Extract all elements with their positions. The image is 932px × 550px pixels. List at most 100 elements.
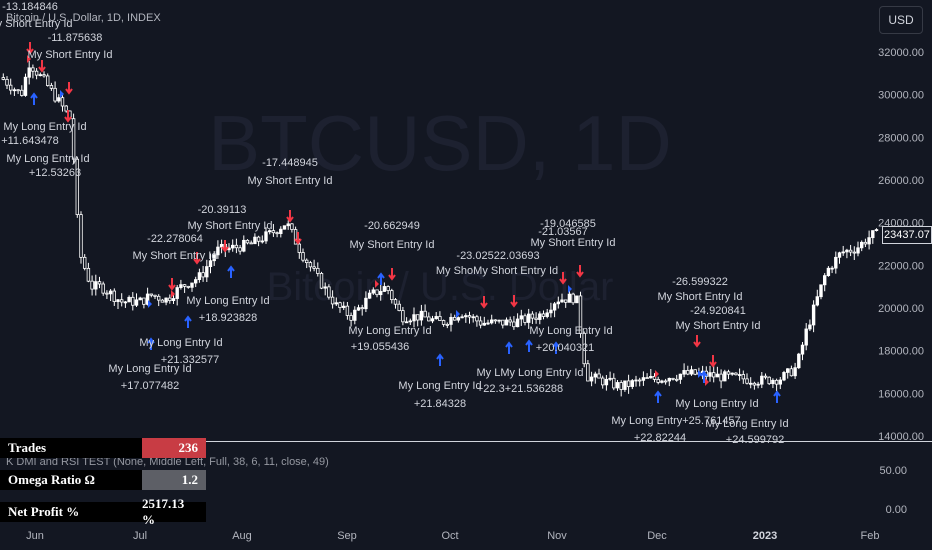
entry-flag-icon bbox=[568, 285, 572, 293]
candle-body bbox=[316, 267, 320, 274]
candle-body bbox=[638, 379, 642, 382]
trade-label: +20.040321 bbox=[536, 342, 594, 354]
trade-label: +17.077482 bbox=[121, 380, 179, 392]
candle-body bbox=[856, 247, 860, 254]
trade-label: -21.03567 bbox=[538, 226, 588, 238]
candle-body bbox=[449, 316, 453, 325]
trade-label: My Long Entry Id bbox=[529, 325, 612, 337]
trade-label: +18.923828 bbox=[199, 312, 257, 324]
candle-body bbox=[94, 281, 98, 290]
candle-body bbox=[556, 301, 560, 305]
candle-body bbox=[752, 382, 757, 386]
candle-body bbox=[675, 378, 679, 381]
candle-body bbox=[793, 367, 797, 377]
candle-body bbox=[364, 297, 368, 310]
entry-flag-icon bbox=[705, 378, 709, 386]
candle-body bbox=[423, 310, 427, 318]
short-arrow-icon bbox=[388, 268, 396, 281]
candle-body bbox=[623, 380, 627, 390]
trade-label: My Short Entry Id bbox=[0, 18, 72, 30]
candle-body bbox=[649, 376, 653, 379]
candle-body bbox=[708, 372, 712, 377]
candle-body bbox=[353, 309, 357, 321]
indicator-label[interactable]: K DMI and RSI TEST (None, Middle Left, F… bbox=[6, 456, 329, 468]
price-axis-label: 30000.00 bbox=[878, 90, 924, 102]
candle-body bbox=[786, 368, 790, 373]
candle-body bbox=[612, 377, 616, 389]
candle-body bbox=[412, 314, 416, 322]
time-axis-label: 2023 bbox=[753, 530, 777, 542]
candle-body bbox=[797, 353, 801, 369]
candle-body bbox=[586, 363, 590, 382]
trade-label: -17.448945 bbox=[262, 157, 318, 169]
candle-body bbox=[778, 379, 782, 385]
candle-body bbox=[382, 286, 387, 292]
long-arrow-icon bbox=[505, 341, 513, 354]
candle-body bbox=[12, 89, 17, 92]
pane-divider[interactable] bbox=[0, 441, 932, 442]
candle-body bbox=[549, 309, 553, 314]
candle-body bbox=[75, 158, 79, 215]
short-arrow-icon bbox=[38, 60, 46, 73]
trade-label: My Long Entry Id bbox=[675, 398, 758, 410]
candle-body bbox=[819, 284, 823, 298]
time-axis-label: Jul bbox=[133, 530, 147, 542]
candle-body bbox=[38, 74, 42, 77]
candle-body bbox=[264, 231, 268, 242]
candle-body bbox=[571, 293, 575, 304]
candle-body bbox=[308, 262, 313, 268]
candle-body bbox=[645, 377, 649, 379]
candle-body bbox=[527, 313, 531, 323]
candle-body bbox=[678, 373, 683, 380]
candle-body bbox=[179, 284, 183, 288]
candle-body bbox=[153, 294, 157, 297]
candle-body bbox=[415, 314, 420, 321]
candle-body bbox=[419, 310, 424, 321]
time-axis-label: Oct bbox=[441, 530, 458, 542]
candle-body bbox=[482, 322, 486, 326]
candle-body bbox=[545, 312, 549, 317]
entry-flag-icon bbox=[456, 310, 460, 318]
candle-body bbox=[441, 320, 446, 325]
short-arrow-icon bbox=[65, 82, 73, 95]
candle-body bbox=[212, 254, 216, 262]
candle-body bbox=[230, 244, 235, 249]
candle-body bbox=[260, 240, 264, 243]
long-arrow-icon bbox=[227, 265, 235, 278]
candle-body bbox=[123, 301, 128, 304]
candle-body bbox=[848, 249, 853, 253]
candle-body bbox=[445, 323, 449, 326]
candle-body bbox=[27, 67, 31, 78]
candle-body bbox=[723, 371, 727, 382]
candle-body bbox=[667, 377, 671, 382]
candle-body bbox=[242, 239, 246, 252]
candle-body bbox=[874, 229, 879, 231]
candle-body bbox=[630, 380, 634, 387]
long-arrow-icon bbox=[30, 92, 38, 105]
candle-body bbox=[693, 369, 697, 375]
trade-label: My Short Entry Id bbox=[188, 220, 273, 232]
trade-label: My Long Entry Id bbox=[348, 325, 431, 337]
currency-button[interactable]: USD bbox=[879, 6, 923, 34]
candle-body bbox=[323, 286, 327, 289]
trade-label: -19.046585 bbox=[540, 218, 596, 230]
candle-body bbox=[1, 77, 5, 80]
short-arrow-icon bbox=[168, 278, 176, 291]
trade-label: +12.53263 bbox=[29, 167, 81, 179]
candle-body bbox=[297, 243, 301, 253]
candle-body bbox=[774, 379, 779, 385]
stats-row-omega: Omega Ratio Ω 1.2 bbox=[0, 470, 206, 490]
candle-body bbox=[156, 295, 161, 301]
candle-body bbox=[330, 296, 335, 305]
candle-body bbox=[360, 307, 364, 310]
candle-body bbox=[101, 283, 105, 294]
candle-body bbox=[564, 299, 568, 303]
trade-label: My Short Entry Id bbox=[28, 49, 113, 61]
candle-body bbox=[615, 382, 620, 389]
price-axis-label: 26000.00 bbox=[878, 175, 924, 187]
candle-body bbox=[312, 266, 316, 269]
candle-body bbox=[304, 259, 309, 264]
candle-body bbox=[378, 291, 383, 296]
trade-label: My Long Entry Id bbox=[186, 295, 269, 307]
